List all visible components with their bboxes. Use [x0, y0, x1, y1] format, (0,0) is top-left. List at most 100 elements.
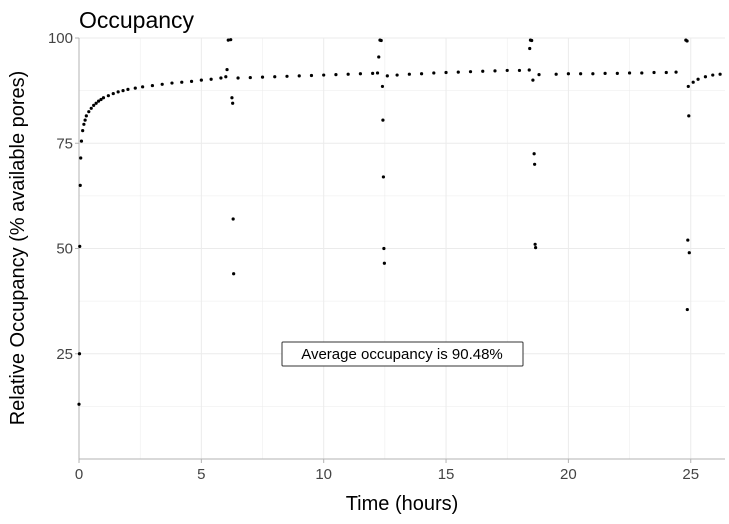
data-point — [358, 72, 363, 76]
y-tick-label: 50 — [56, 241, 73, 258]
data-point — [533, 162, 537, 166]
data-point — [101, 96, 106, 100]
data-point — [231, 217, 235, 221]
data-point — [537, 73, 541, 77]
data-point — [640, 71, 644, 75]
data-point — [528, 46, 532, 51]
data-point — [533, 242, 537, 246]
data-point — [77, 352, 82, 356]
data-point — [579, 72, 583, 76]
data-point — [407, 72, 411, 76]
data-point — [687, 114, 691, 118]
data-point — [273, 75, 277, 79]
data-point — [530, 38, 534, 43]
data-point — [456, 70, 460, 74]
x-tick-label: 20 — [560, 466, 577, 483]
data-point — [322, 73, 326, 77]
data-point — [591, 72, 595, 76]
data-point — [150, 83, 155, 88]
y-tick-label: 100 — [48, 30, 73, 47]
data-point — [94, 101, 98, 105]
data-point — [99, 97, 103, 102]
data-point — [309, 73, 314, 78]
data-point — [248, 75, 252, 80]
annotation-text: Average occupancy is 90.48% — [301, 346, 503, 363]
data-point — [468, 70, 473, 74]
data-point — [180, 80, 184, 84]
data-point — [377, 55, 381, 59]
data-point — [534, 246, 538, 250]
data-point — [170, 81, 174, 85]
data-point — [231, 101, 235, 105]
data-point — [691, 80, 695, 84]
y-tick-label: 75 — [56, 135, 73, 152]
data-point — [209, 77, 213, 81]
data-point — [395, 73, 399, 77]
data-point — [141, 85, 145, 89]
data-point — [554, 72, 558, 76]
data-points — [77, 38, 722, 406]
data-point — [686, 238, 690, 242]
data-point — [375, 71, 380, 75]
data-point — [225, 67, 229, 72]
annotation-frame — [281, 341, 524, 367]
data-point — [566, 72, 570, 76]
data-point — [133, 86, 137, 90]
data-point — [381, 175, 386, 179]
data-point — [379, 38, 383, 43]
x-tick-label: 5 — [197, 466, 205, 483]
data-point — [189, 79, 194, 83]
data-point — [89, 106, 93, 110]
data-point — [84, 114, 88, 118]
y-tick-label: 25 — [56, 346, 73, 363]
data-point — [260, 75, 265, 79]
data-point — [334, 73, 338, 77]
data-point — [232, 272, 236, 276]
data-point — [79, 139, 84, 143]
data-point — [527, 68, 531, 72]
annotation-box: Average occupancy is 90.48% — [281, 341, 524, 367]
data-point — [285, 74, 289, 78]
data-point — [226, 38, 230, 42]
x-tick-label: 10 — [315, 466, 332, 483]
data-point — [711, 73, 715, 77]
data-point — [517, 68, 522, 73]
data-point — [160, 82, 164, 86]
data-point — [380, 84, 385, 89]
grid-lines — [78, 37, 725, 459]
x-axis-title: Time (hours) — [346, 493, 459, 515]
data-point — [219, 76, 223, 80]
data-point — [444, 70, 448, 75]
data-point — [96, 99, 101, 103]
data-point — [78, 183, 82, 187]
data-point — [381, 118, 385, 122]
y-axis-title: Relative Occupancy (% available pores) — [7, 71, 29, 426]
data-point — [419, 72, 424, 76]
data-point — [532, 152, 536, 156]
data-point — [87, 110, 91, 114]
data-point — [531, 78, 535, 82]
data-point — [481, 69, 485, 73]
data-point — [230, 96, 234, 100]
tick-labels: 0 5 10 15 20 25 25 50 75 100 — [48, 30, 699, 483]
x-tick-label: 25 — [682, 466, 699, 483]
data-point — [696, 77, 700, 81]
data-point — [236, 76, 240, 80]
data-point — [685, 39, 689, 43]
data-point — [199, 78, 203, 82]
data-point — [229, 38, 233, 42]
data-point — [77, 402, 81, 406]
x-tick-label: 15 — [438, 466, 455, 483]
data-point — [116, 90, 120, 94]
axes — [75, 37, 725, 463]
data-point — [126, 87, 130, 91]
data-point — [674, 70, 678, 74]
data-point — [382, 261, 386, 265]
data-point — [432, 71, 436, 75]
data-point — [82, 122, 86, 126]
data-point — [664, 70, 668, 75]
data-point — [111, 91, 115, 96]
data-point — [78, 244, 82, 248]
data-point — [686, 84, 690, 89]
